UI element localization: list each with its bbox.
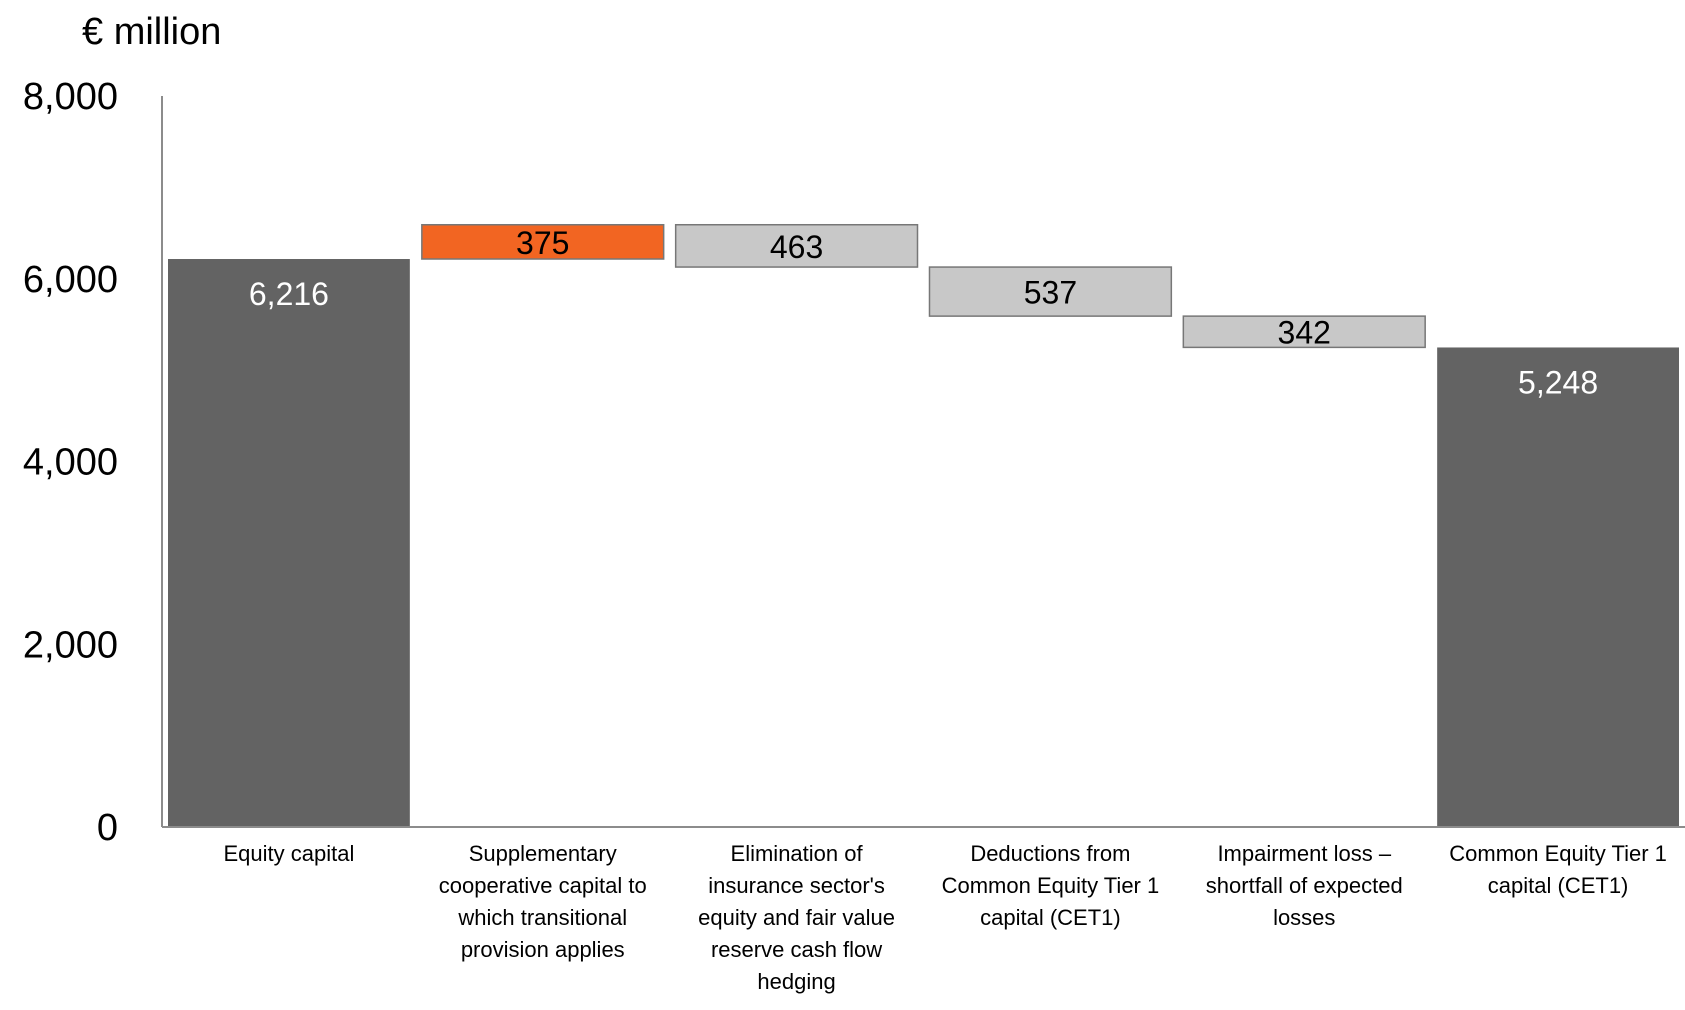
bar-total — [1437, 347, 1679, 827]
category-label: Common Equity Tier 1 — [942, 873, 1160, 898]
category-label: which transitional — [457, 905, 627, 930]
category-label: Supplementary — [469, 841, 617, 866]
category-label: Elimination of — [731, 841, 864, 866]
bar-value-label: 6,216 — [249, 276, 329, 312]
category-label: Equity capital — [223, 841, 354, 866]
y-tick-label: 6,000 — [23, 259, 118, 301]
category-label: reserve cash flow — [711, 937, 882, 962]
category-label: provision applies — [461, 937, 625, 962]
y-tick-label: 0 — [97, 807, 118, 849]
category-label: equity and fair value — [698, 905, 895, 930]
bar-decrease — [1182, 315, 1426, 349]
category-label: insurance sector's — [708, 873, 885, 898]
category-label: Common Equity Tier 1 — [1449, 841, 1667, 866]
bar-total — [168, 259, 410, 827]
bar-value-label: 375 — [516, 225, 569, 261]
y-tick-label: 4,000 — [23, 442, 118, 484]
category-label: capital (CET1) — [1488, 873, 1629, 898]
bar-value-label: 537 — [1024, 275, 1077, 311]
category-label: Deductions from — [970, 841, 1130, 866]
y-tick-label: 8,000 — [23, 76, 118, 118]
bar-value-label: 5,248 — [1518, 364, 1598, 400]
category-label: Impairment loss – — [1217, 841, 1391, 866]
category-labels: Equity capital Supplementary cooperative c… — [223, 841, 1666, 994]
bar-increase — [421, 223, 665, 260]
category-label: shortfall of expected — [1206, 873, 1403, 898]
category-label: capital (CET1) — [980, 905, 1121, 930]
data-labels: 6,216 375 463 537 342 5,248 — [249, 225, 1598, 401]
category-label: cooperative capital to — [439, 873, 647, 898]
unit-label: € million — [82, 11, 221, 53]
y-tick-label: 2,000 — [23, 624, 118, 666]
category-label: hedging — [757, 969, 835, 994]
y-axis-ticks: 0 2,000 4,000 6,000 8,000 — [23, 76, 118, 849]
bar-decrease — [928, 266, 1173, 317]
category-label: losses — [1273, 905, 1335, 930]
bar-decrease — [674, 223, 919, 268]
bars — [168, 223, 1679, 827]
bar-value-label: 342 — [1278, 315, 1331, 351]
bar-value-label: 463 — [770, 229, 823, 265]
